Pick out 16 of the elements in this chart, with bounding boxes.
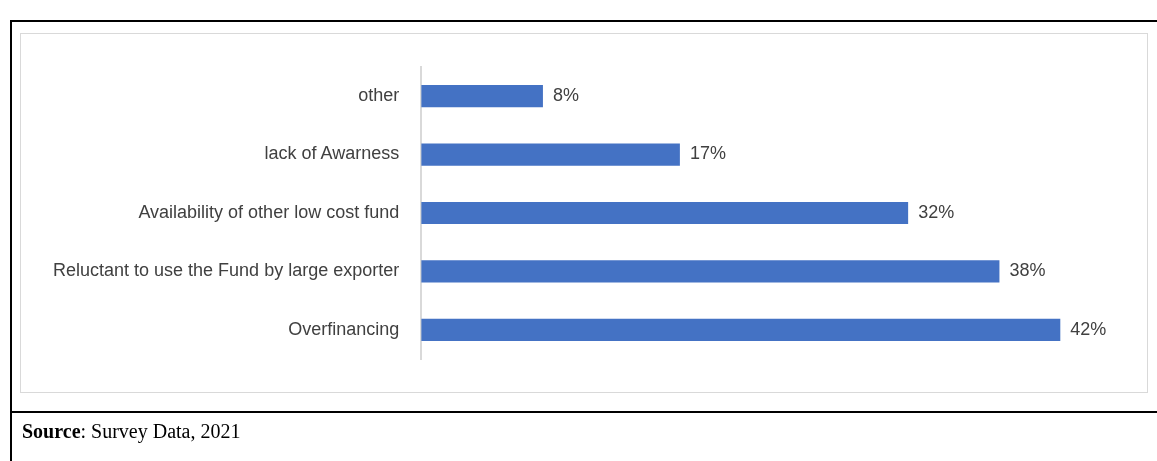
source-note: Source: Survey Data, 2021	[22, 420, 241, 443]
y-tick-label: Reluctant to use the Fund by large exporter	[53, 260, 400, 281]
bar	[421, 84, 543, 108]
data-label: 8%	[552, 85, 579, 106]
y-tick-label: lack of Awarness	[264, 143, 400, 164]
data-label: 32%	[918, 201, 955, 222]
y-tick-label: Availability of other low cost fund	[138, 201, 400, 222]
y-tick-label: Overfinancing	[288, 318, 400, 339]
data-label: 17%	[689, 143, 726, 164]
data-label: 38%	[1009, 260, 1046, 281]
y-tick-label: other	[358, 85, 400, 106]
bar	[421, 318, 1061, 342]
bar	[421, 260, 1000, 283]
data-label: 42%	[1070, 318, 1107, 339]
bar	[421, 143, 680, 166]
bar	[421, 201, 909, 225]
